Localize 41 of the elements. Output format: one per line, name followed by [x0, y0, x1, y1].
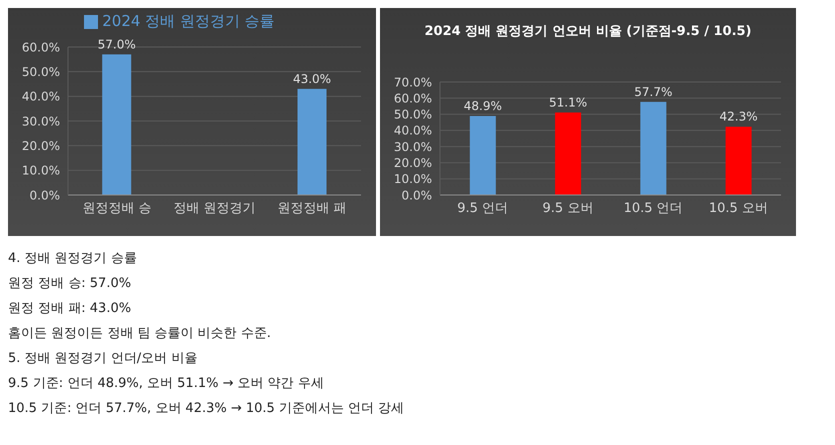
bar	[470, 116, 496, 195]
y-tick-label: 20.0%	[394, 156, 432, 170]
y-tick-label: 10.0%	[394, 172, 432, 186]
y-tick-label: 10.0%	[22, 164, 60, 178]
text: 4. 정배 원정경기 승률	[8, 250, 138, 268]
x-tick-label: 원정정배 패	[278, 201, 347, 216]
x-tick-label: 10.5 오버	[708, 201, 768, 216]
y-tick-label: 70.0%	[394, 75, 432, 90]
y-tick-label: 0.0%	[30, 188, 60, 202]
y-tick-label: 30.0%	[22, 114, 60, 128]
x-tick-label: 10.5 언더	[624, 201, 683, 216]
y-tick-label: 60.0%	[394, 91, 432, 106]
y-tick-label: 50.0%	[394, 108, 432, 122]
text: 5. 정배 원정경기 언더/오버 비율	[8, 350, 198, 368]
chart-title: 2024 정배 원정경기 언오버 비율 (기준점-9.5 / 10.5)	[424, 23, 752, 41]
y-tick-label: 50.0%	[22, 64, 60, 79]
y-tick-label: 40.0%	[394, 124, 432, 138]
text: 원정 정배 패: 43.0%	[8, 300, 132, 318]
data-label: 48.9%	[464, 99, 502, 114]
data-label: 42.3%	[720, 110, 758, 124]
y-tick-label: 60.0%	[22, 40, 60, 54]
x-tick-label: 원정정배 승	[82, 201, 152, 216]
legend-label: 2024 정배 원정경기 승률	[102, 12, 275, 30]
text: 홈이든 원정이든 정배 팀 승률이 비슷한 수준.	[8, 325, 272, 343]
text: 10.5 기준: 언더 57.7%, 오버 42.3% → 10.5 기준에서는 언더 강세	[8, 400, 406, 418]
y-tick-label: 30.0%	[394, 140, 432, 154]
bar	[640, 102, 666, 195]
text: 원정 정배 승: 57.0%	[8, 275, 132, 293]
y-tick-label: 20.0%	[22, 138, 60, 153]
y-tick-label: 40.0%	[22, 90, 60, 104]
bar	[555, 112, 582, 195]
text: 9.5 기준: 언더 48.9%, 오버 51.1% → 오버 약간 우세	[8, 375, 325, 393]
bar	[726, 126, 752, 195]
x-tick-label: 9.5 언더	[457, 201, 508, 216]
x-tick-label: 9.5 오버	[542, 201, 594, 216]
x-tick-label: 정배 원정경기	[173, 201, 256, 216]
y-tick-label: 0.0%	[402, 188, 432, 202]
data-label: 51.1%	[549, 96, 588, 110]
data-label: 43.0%	[292, 72, 332, 86]
data-label: 57.0%	[98, 37, 136, 52]
data-label: 57.7%	[634, 84, 672, 99]
